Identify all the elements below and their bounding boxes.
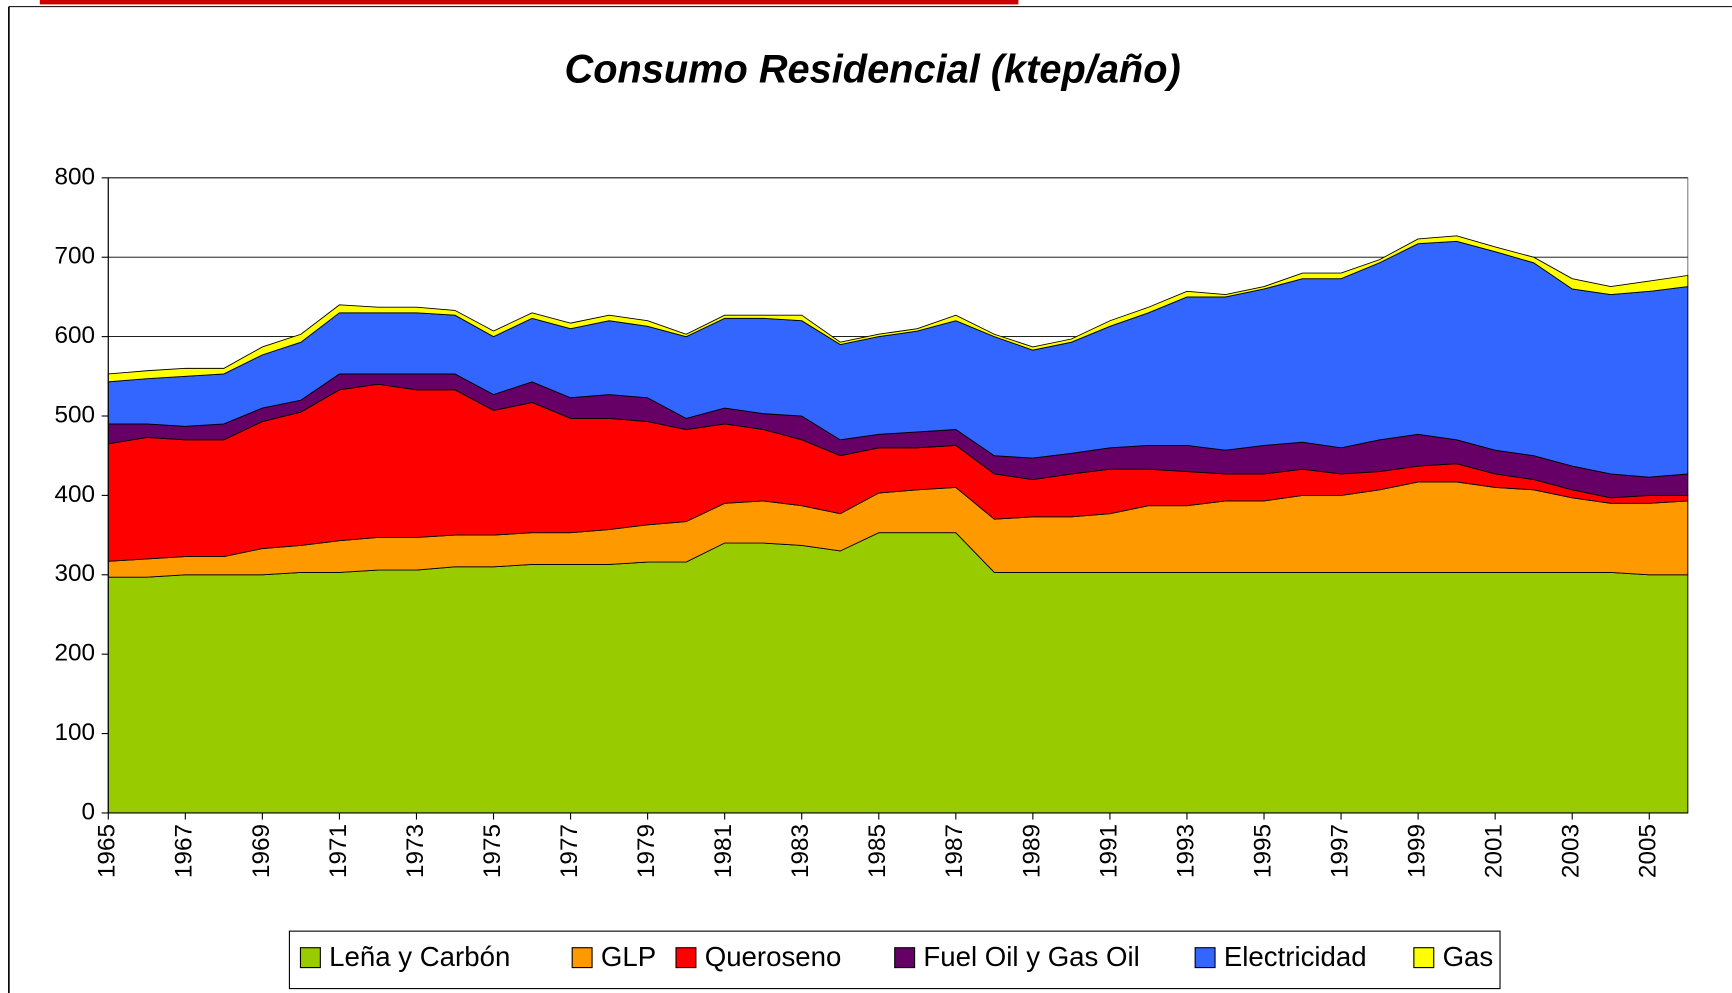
legend-label: Gas [1443, 941, 1494, 972]
x-tick-label: 1985 [864, 824, 891, 878]
x-tick-label: 1983 [787, 824, 814, 878]
x-tick-label: 1989 [1018, 824, 1045, 878]
y-tick-label: 500 [54, 401, 95, 428]
y-tick-label: 400 [54, 481, 95, 508]
x-tick-label: 1987 [941, 824, 968, 878]
area [107, 235, 1689, 383]
y-tick-label: 0 [82, 798, 96, 825]
x-tick-label: 2003 [1558, 824, 1585, 878]
legend-label: GLP [601, 941, 656, 972]
x-tick-label: 1999 [1404, 824, 1431, 878]
legend-swatch [894, 947, 916, 969]
legend-label: Electricidad [1224, 941, 1367, 972]
x-tick-label: 2001 [1481, 824, 1508, 878]
y-tick-label: 600 [54, 322, 95, 349]
legend-swatch [299, 947, 321, 969]
y-tick-label: 100 [54, 719, 95, 746]
x-tick-label: 1967 [171, 824, 198, 878]
x-tick-label: 1997 [1326, 824, 1353, 878]
legend-swatch [1413, 947, 1435, 969]
x-tick-label: 1969 [248, 824, 275, 878]
y-tick-label: 200 [54, 640, 95, 667]
x-tick-label: 1979 [633, 824, 660, 878]
x-tick-label: 1965 [94, 824, 121, 878]
y-tick-label: 700 [54, 243, 95, 270]
y-tick-label: 800 [54, 163, 95, 190]
x-tick-label: 1995 [1249, 824, 1276, 878]
x-tick-label: 1977 [556, 824, 583, 878]
x-tick-label: 1993 [1172, 824, 1199, 878]
legend-label: Fuel Oil y Gas Oil [923, 941, 1139, 972]
x-tick-label: 1981 [710, 824, 737, 878]
y-tick-label: 300 [54, 560, 95, 587]
x-tick-label: 2005 [1635, 824, 1662, 878]
legend-swatch [571, 947, 593, 969]
legend-label: Queroseno [705, 941, 842, 972]
chart-title: Consumo Residencial (ktep/año) [565, 47, 1181, 91]
x-tick-label: 1971 [325, 824, 352, 878]
legend-label: Leña y Carbón [329, 941, 510, 972]
x-tick-label: 1975 [479, 824, 506, 878]
x-tick-label: 1991 [1095, 824, 1122, 878]
legend-swatch [1194, 947, 1216, 969]
header-bar [39, 0, 1019, 5]
area [107, 532, 1689, 814]
legend-swatch [675, 947, 697, 969]
x-tick-label: 1973 [402, 824, 429, 878]
